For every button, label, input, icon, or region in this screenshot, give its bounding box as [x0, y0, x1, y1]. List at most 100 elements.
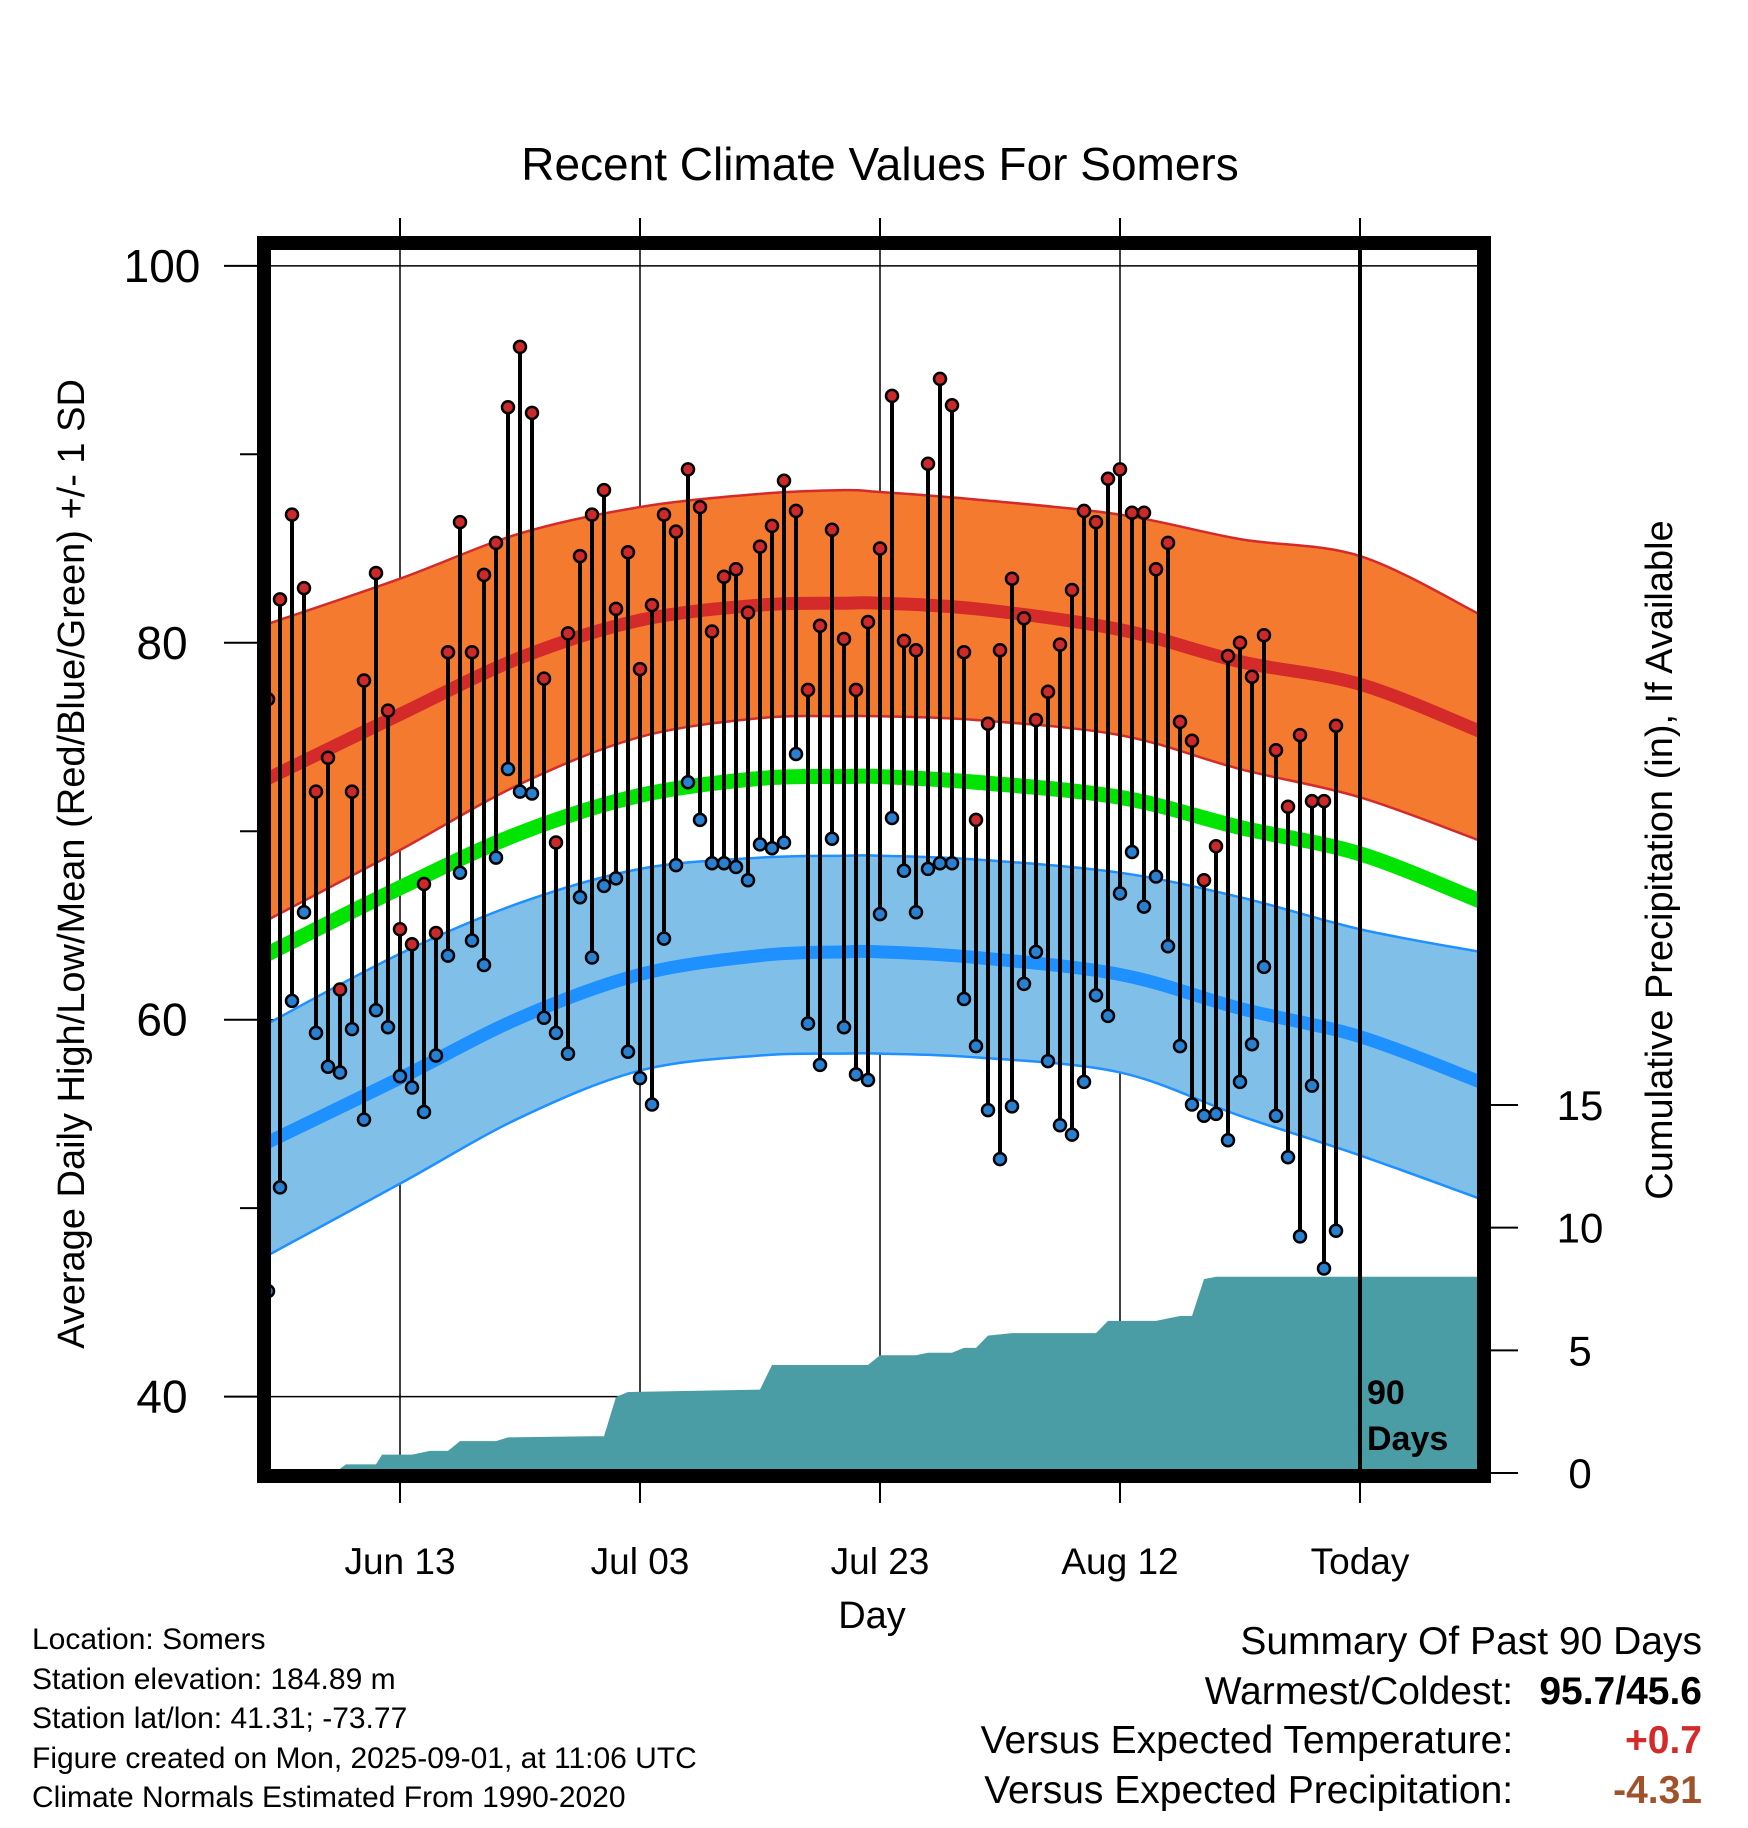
x-tick-label: Jul 03	[591, 1541, 690, 1582]
daily-high-point	[536, 671, 552, 686]
daily-low-point	[1232, 1074, 1248, 1090]
daily-low-point	[992, 1151, 1008, 1167]
daily-high-point	[920, 456, 936, 471]
daily-high-point	[680, 462, 696, 477]
daily-high-point	[860, 614, 876, 630]
daily-high-point	[380, 703, 396, 718]
x-axis-label: Day	[838, 1595, 906, 1637]
daily-low-point	[320, 1059, 336, 1075]
elevation-text: Station elevation: 184.89 m	[32, 1662, 396, 1696]
daily-high-point	[284, 507, 300, 522]
precip-anomaly-value: -4.31	[1613, 1768, 1702, 1812]
daily-low-point	[1064, 1127, 1080, 1142]
daily-low-point	[1076, 1074, 1092, 1090]
daily-low-point	[1160, 938, 1176, 954]
daily-high-point	[320, 750, 336, 765]
temp-anomaly-value: +0.7	[1625, 1719, 1702, 1762]
x-tick-label: Today	[1311, 1541, 1410, 1582]
daily-high-point	[752, 539, 768, 554]
daily-high-point	[1064, 582, 1080, 598]
daily-low-point	[872, 906, 888, 922]
daily-low-point	[296, 905, 312, 920]
daily-low-point	[1136, 899, 1152, 914]
daily-low-point	[356, 1112, 372, 1127]
y-tick-label: 40	[136, 1371, 187, 1423]
daily-low-point	[1172, 1038, 1188, 1054]
daily-high-point	[1244, 669, 1260, 684]
daily-high-point	[932, 371, 948, 387]
daily-low-point	[896, 863, 912, 879]
low-sd-band	[268, 855, 1480, 1256]
daily-high-point	[296, 580, 312, 596]
daily-high-point	[1280, 799, 1296, 814]
daily-high-point	[356, 673, 372, 688]
daily-low-point	[368, 1003, 384, 1018]
daily-low-point	[1196, 1108, 1212, 1124]
daily-low-point	[908, 905, 924, 920]
daily-high-point	[272, 592, 288, 607]
daily-high-point	[716, 569, 732, 585]
daily-high-point	[788, 503, 804, 519]
daily-low-point	[608, 871, 624, 886]
daily-low-point	[692, 812, 708, 828]
daily-low-point	[548, 1025, 564, 1041]
daily-low-point	[380, 1019, 396, 1035]
daily-high-point	[644, 597, 660, 613]
daily-high-point	[968, 812, 984, 828]
daily-low-point	[308, 1025, 324, 1041]
daily-high-point	[944, 398, 960, 413]
daily-high-point	[512, 339, 528, 355]
y2-axis-label: Cumulative Precipitation (in), If Availa…	[1639, 520, 1681, 1199]
daily-high-point	[1208, 839, 1224, 854]
daily-low-point	[1028, 944, 1044, 960]
daily-high-point	[1040, 684, 1056, 700]
daily-range-layer: 90 Days	[268, 247, 1448, 1472]
daily-low-point	[1256, 959, 1272, 975]
daily-high-point	[1328, 718, 1344, 733]
daily-low-point	[1280, 1150, 1296, 1165]
chart-title: Recent Climate Values For Somers	[521, 138, 1239, 190]
daily-low-point	[1124, 844, 1140, 860]
daily-low-point	[1052, 1117, 1068, 1133]
daily-low-point	[1016, 976, 1032, 992]
daily-high-point	[1076, 503, 1092, 519]
daily-high-point	[1172, 714, 1188, 730]
daily-high-point	[416, 876, 432, 892]
daily-low-point	[836, 1019, 852, 1035]
daily-high-point	[620, 545, 636, 560]
daily-high-point	[824, 522, 840, 537]
normals-text: Climate Normals Estimated From 1990-2020	[32, 1781, 626, 1814]
daily-high-point	[440, 644, 456, 660]
plot-frame	[257, 236, 1491, 1483]
x-tick-label: Aug 12	[1061, 1541, 1178, 1582]
daily-high-point	[764, 518, 780, 534]
daily-low-point	[716, 856, 732, 871]
normal-low-line	[268, 944, 1480, 1149]
daily-high-point	[1184, 733, 1200, 749]
daily-high-point	[1292, 727, 1308, 743]
daily-low-point	[668, 857, 684, 873]
today-marker-days-word: Days	[1367, 1420, 1448, 1458]
daily-high-point	[1052, 637, 1068, 652]
daily-high-point	[488, 535, 504, 551]
temp-anomaly-row: Versus Expected Temperature: +0.7	[981, 1716, 1702, 1766]
daily-high-point	[584, 507, 600, 522]
daily-low-point	[680, 774, 696, 790]
daily-low-point	[1100, 1008, 1116, 1024]
daily-high-point	[1004, 571, 1020, 586]
daily-high-point	[776, 473, 792, 488]
daily-high-point	[404, 937, 420, 952]
daily-low-point	[788, 746, 804, 762]
precip-anomaly-label: Versus Expected Precipitation:	[984, 1768, 1514, 1812]
daily-high-point	[392, 921, 408, 937]
daily-low-point	[1304, 1078, 1320, 1093]
low-lower-edge	[268, 1052, 1480, 1257]
daily-low-point	[656, 931, 672, 946]
daily-high-point	[452, 514, 468, 530]
daily-low-point	[428, 1048, 444, 1063]
daily-high-point	[1136, 505, 1152, 520]
daily-high-point	[1316, 793, 1332, 809]
daily-low-point	[728, 859, 744, 875]
daily-low-point	[704, 856, 720, 871]
